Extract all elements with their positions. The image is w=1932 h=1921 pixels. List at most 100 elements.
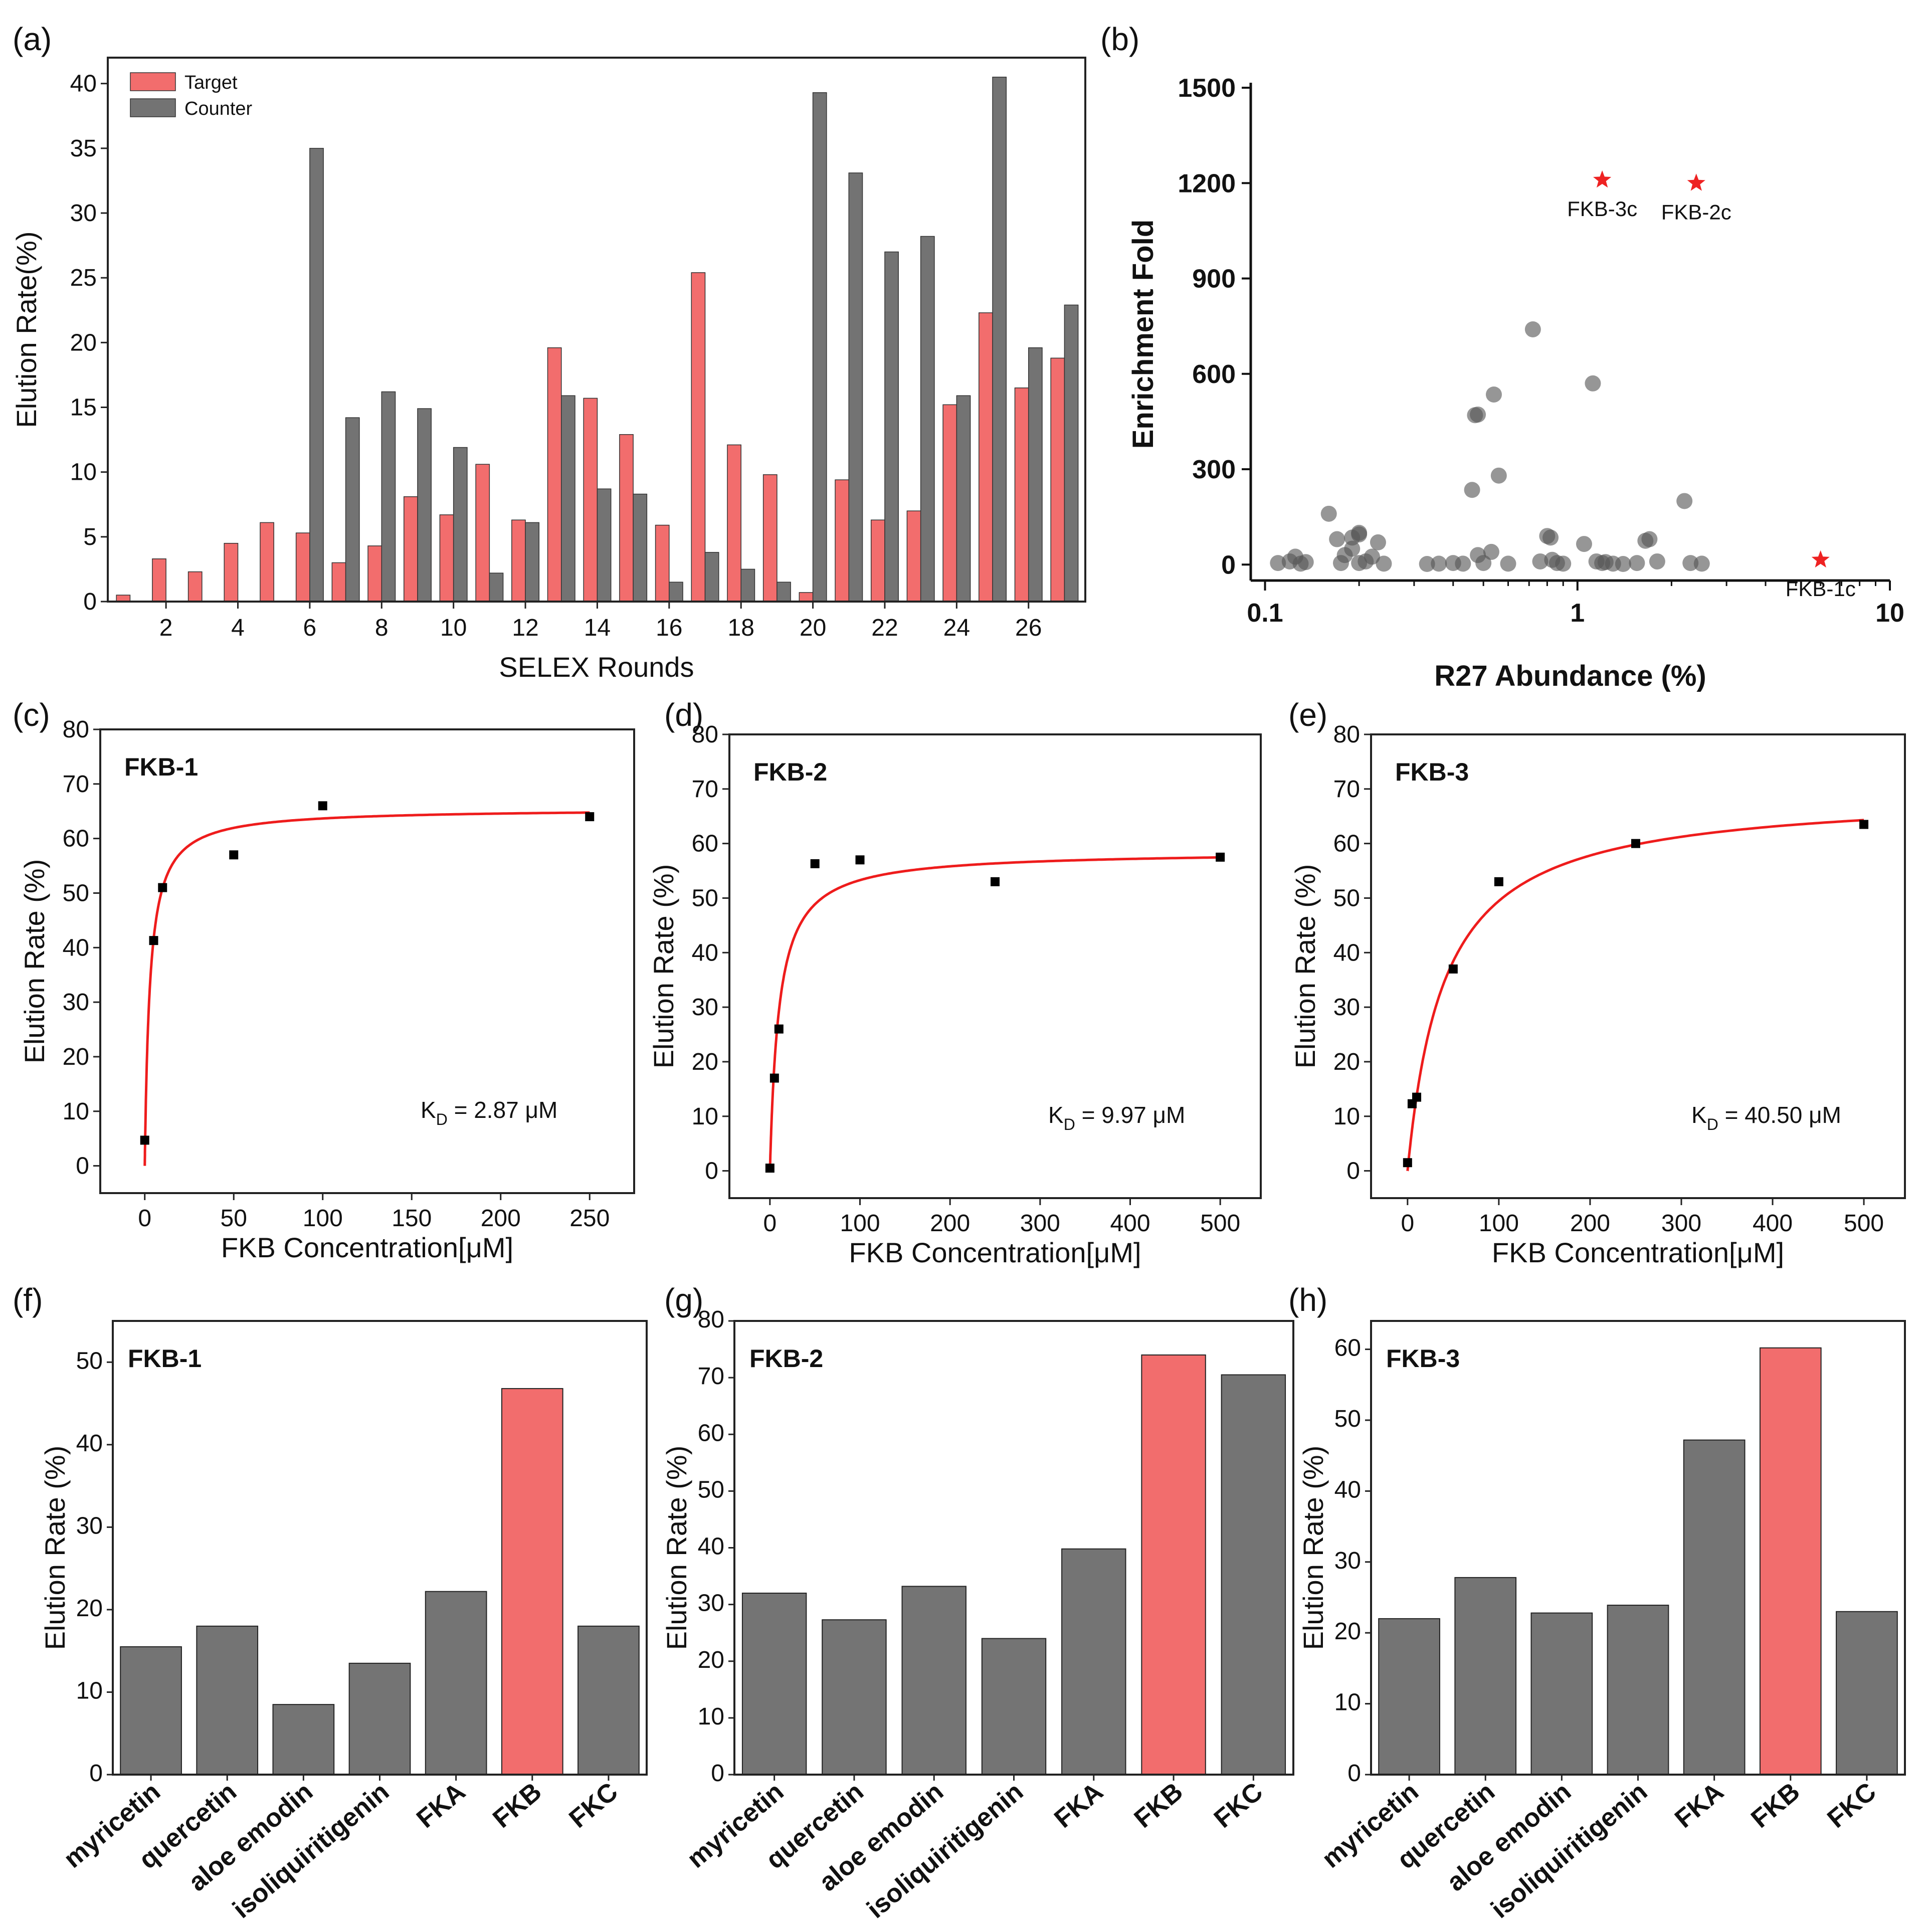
y-tick-label: 40 [698,1533,724,1560]
kd-sub: D [1064,1115,1075,1133]
panel-g: 01020304050607080myricetinquercetinaloe … [682,1306,1294,1921]
bar-quercetin [1454,1577,1517,1775]
fit-curve [768,856,1221,1172]
y-axis-label-d: Elution Rate (%) [648,864,679,1069]
counter-bar [740,568,755,602]
kd-value: = 9.97 μM [1075,1102,1186,1128]
data-point [158,883,167,892]
counter-bar [489,572,504,602]
y-tick-label: 1200 [1178,169,1236,198]
kd-prefix: K [1048,1102,1064,1128]
target-bar [295,532,310,602]
x-tick-label: FKC [1822,1777,1881,1834]
x-tick-label: 250 [569,1205,610,1232]
data-point [1641,531,1658,547]
data-point [1859,820,1869,829]
x-tick-label: 24 [943,615,970,641]
x-tick-label: 8 [375,615,389,641]
y-tick-label: 40 [1334,1476,1361,1503]
x-tick-label: 0 [138,1205,151,1232]
y-tick-label: 50 [76,1348,103,1374]
x-tick-label: 200 [1570,1210,1610,1237]
y-tick-label: 0 [1347,1760,1361,1787]
y-tick-label: 60 [1333,831,1360,857]
bar-myricetin [1378,1618,1440,1775]
y-tick-label: 20 [1333,1049,1360,1075]
target-bar [583,398,598,602]
data-point [1464,482,1480,498]
x-tick-label: 100 [840,1210,880,1237]
x-tick-label: 200 [930,1210,970,1237]
x-axis-label-d: FKB Concentration[μM] [849,1237,1141,1268]
plot-frame [99,728,635,1194]
data-point [1615,556,1631,572]
bar-quercetin [822,1619,887,1775]
y-axis-label-g: Elution Rate (%) [661,1446,692,1650]
data-point [855,855,865,865]
legend-label: Target [184,72,238,93]
kd-value: = 2.87 μM [448,1097,558,1123]
x-axis-label-a: SELEX Rounds [499,651,694,683]
highlight-label: FKB-1c [1786,577,1856,601]
data-point [1676,493,1693,509]
x-tick-label: FKB [1129,1777,1189,1834]
data-point [149,936,158,945]
panel-title: FKB-2 [753,758,827,786]
x-tick-label: FKA [411,1777,471,1834]
data-point [318,801,327,811]
kd-sub: D [1707,1115,1718,1133]
counter-bar [992,77,1007,602]
y-tick-label: 50 [1333,885,1360,911]
x-tick-label: 300 [1020,1210,1060,1237]
highlight-label: FKB-2c [1661,200,1731,224]
y-tick-label: 40 [63,934,89,961]
y-tick-label: 0 [83,589,97,615]
data-point [1494,877,1503,886]
data-point [140,1135,149,1145]
bar-fkc [577,1625,640,1775]
y-tick-label: 70 [63,771,89,798]
x-axis-label-b: R27 Abundance (%) [1434,660,1706,692]
y-axis-label-b: Enrichment Fold [1127,220,1160,449]
data-point [1524,321,1541,337]
y-tick-label: 1500 [1178,74,1236,103]
y-tick-label: 30 [692,994,718,1021]
kd-annotation: KD = 40.50 μM [1691,1102,1841,1133]
data-point [1376,555,1392,572]
counter-bar [884,251,899,602]
counter-bar [633,493,648,602]
y-tick-label: 30 [70,200,97,227]
x-tick-label: 0 [1401,1210,1414,1237]
data-point [1470,406,1486,423]
y-tick-label: 10 [1333,1103,1360,1130]
data-point [1431,555,1447,572]
bar-fkb [1141,1354,1206,1775]
data-point [1555,555,1572,572]
y-tick-label: 10 [1334,1689,1361,1716]
data-point [810,859,820,868]
data-point [1490,467,1507,484]
y-tick-label: 60 [63,826,89,852]
counter-bar [597,488,612,602]
target-bar [870,519,885,602]
x-tick-label: 4 [231,615,245,641]
y-tick-label: 0 [76,1153,89,1180]
x-tick-label: 20 [800,615,826,641]
y-tick-label: 30 [76,1512,103,1539]
panel-label-b: (b) [1100,21,1139,57]
data-point [1693,555,1710,572]
highlight-star [1811,550,1830,568]
panel-d: 0 10 20 30 40 50 60 70 80 0 100 200 300 400 500 FKB-2 KD… [692,721,1262,1268]
data-point [1483,543,1499,560]
x-tick-label: 400 [1110,1210,1150,1237]
panel-c: 0 10 20 30 40 50 60 70 80 0 50 100 150 200 250 FKB-1 KD … [63,716,635,1263]
x-tick-label: 0.1 [1247,599,1283,628]
y-tick-label: 30 [1333,994,1360,1021]
legend-swatch-target [130,72,176,91]
data-point [1216,852,1225,862]
kd-prefix: K [1691,1102,1707,1128]
target-bar [439,514,454,602]
target-bar [727,444,741,602]
y-tick-label: 30 [698,1590,724,1617]
